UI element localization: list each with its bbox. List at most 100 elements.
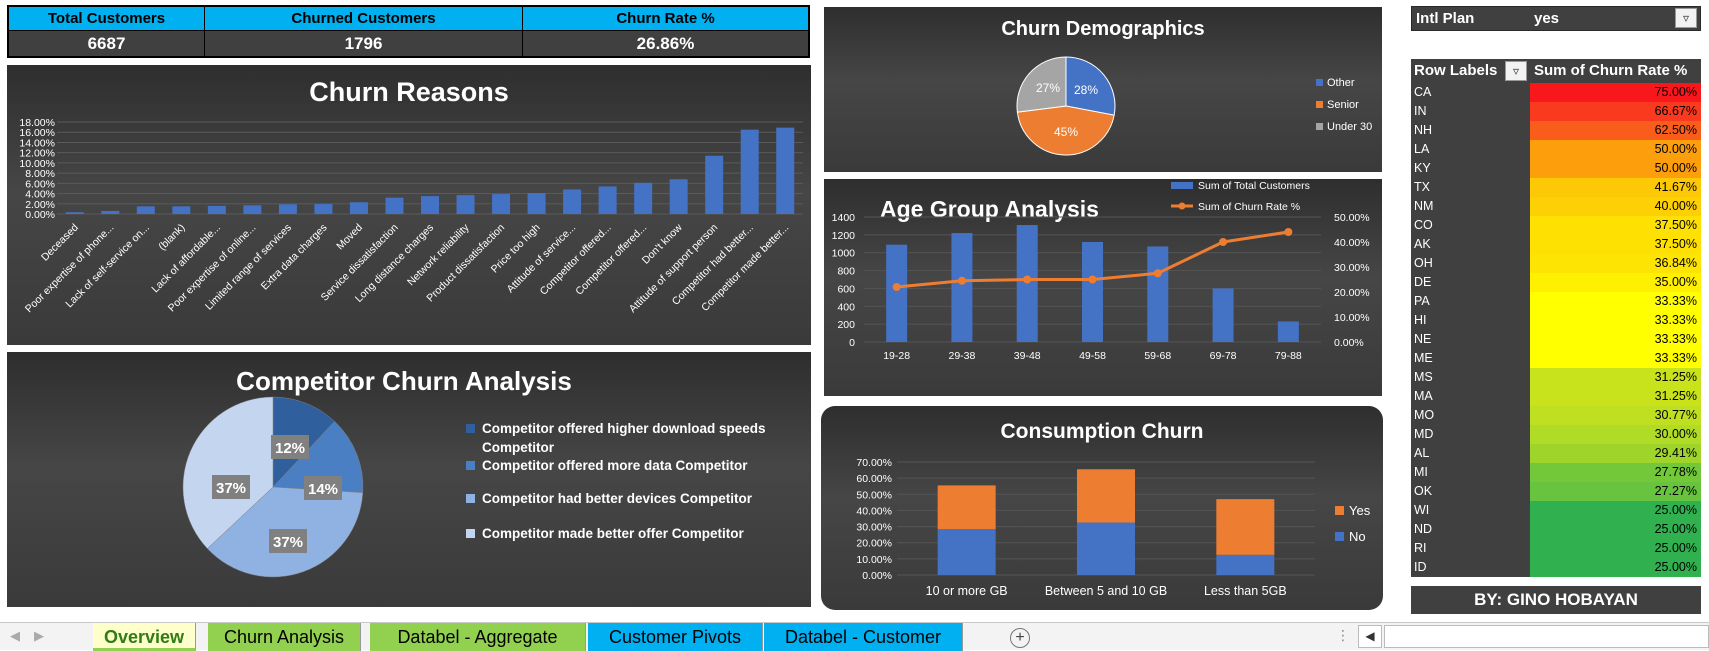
pivot-row-value: 36.84% bbox=[1530, 254, 1701, 273]
consumption-churn-plot: 0.00% 10.00% 20.00% 30.00% 40.00% 50.00% 60.00… bbox=[856, 457, 1371, 598]
pivot-row-label: NM bbox=[1411, 197, 1530, 216]
y-tick-label: 10.00% bbox=[19, 158, 55, 170]
pie-slice bbox=[1065, 56, 1116, 116]
y-tick-label: 14.00% bbox=[19, 137, 55, 149]
pivot-row-value: 66.67% bbox=[1530, 102, 1701, 121]
pivot-row: RI 25.00% bbox=[1411, 539, 1701, 558]
bar bbox=[776, 127, 795, 214]
pivot-row: ND 25.00% bbox=[1411, 520, 1701, 539]
y-tick-label: 70.00% bbox=[856, 457, 892, 469]
legend-swatch bbox=[466, 494, 475, 503]
line-point bbox=[1088, 275, 1097, 284]
churn-demographics-title: Churn Demographics bbox=[1001, 18, 1205, 40]
data-label-box bbox=[271, 435, 309, 459]
pivot-row-value: 25.00% bbox=[1530, 501, 1701, 520]
pivot-row: MA 31.25% bbox=[1411, 387, 1701, 406]
x-tick-label: Competitor offered... bbox=[573, 222, 649, 298]
pivot-row-label: TX bbox=[1411, 178, 1530, 197]
y-tick-label: 4.00% bbox=[25, 189, 55, 201]
x-tick-label: 79-88 bbox=[1275, 350, 1302, 362]
pivot-row-label: MA bbox=[1411, 387, 1530, 406]
pivot-row-label: IN bbox=[1411, 102, 1530, 121]
more-options-icon[interactable]: ⋮ bbox=[1336, 627, 1350, 643]
horizontal-scrollbar[interactable] bbox=[1384, 625, 1709, 648]
bar bbox=[136, 206, 155, 214]
data-label-box bbox=[304, 476, 342, 500]
y-tick-label: 12.00% bbox=[19, 148, 55, 160]
churn-demographics-chart[interactable]: Churn Demographics 28% 45% 27% Other Senior U… bbox=[824, 7, 1382, 172]
y-tick-label-right: 30.00% bbox=[1334, 262, 1370, 274]
churn-reasons-chart[interactable]: Churn Reasons 0.00% 2.00% 4.00% 6.00% 8.00% 1… bbox=[7, 65, 811, 345]
sheet-tab[interactable]: Databel - Customer bbox=[764, 623, 963, 651]
legend-label: Sum of Churn Rate % bbox=[1198, 201, 1300, 213]
y-tick-label-right: 50.00% bbox=[1334, 212, 1370, 224]
pivot-row-label: DE bbox=[1411, 273, 1530, 292]
stacked-bar-segment bbox=[1216, 499, 1275, 555]
scroll-left-icon[interactable]: ◀ bbox=[10, 628, 20, 643]
age-group-chart[interactable]: Age Group Analysis 0 200 400 600 800 1000 1200… bbox=[824, 179, 1382, 396]
pivot-row-label: ME bbox=[1411, 349, 1530, 368]
churn-rate-pivot-table: Row Labels ▿ Sum of Churn Rate % CA 75.00… bbox=[1411, 59, 1701, 577]
add-sheet-icon[interactable]: + bbox=[1010, 628, 1030, 648]
sheet-tab[interactable]: Churn Analysis bbox=[208, 623, 361, 651]
pivot-row: OH 36.84% bbox=[1411, 254, 1701, 273]
pivot-row-value: 33.33% bbox=[1530, 330, 1701, 349]
pivot-rows: CA 75.00% IN 66.67% NH 62.50% LA 50.00% KY 50.00%… bbox=[1411, 83, 1701, 577]
pivot-row-value: 31.25% bbox=[1530, 387, 1701, 406]
y-tick-label: 6.00% bbox=[25, 178, 55, 190]
data-label-box bbox=[212, 475, 250, 499]
churn-reasons-title: Churn Reasons bbox=[309, 77, 509, 107]
bar bbox=[456, 195, 475, 214]
bar bbox=[634, 182, 653, 214]
pivot-row: OK 27.27% bbox=[1411, 482, 1701, 501]
sheet-tab[interactable]: Customer Pivots bbox=[588, 623, 763, 651]
y-tick-label-left: 1400 bbox=[832, 212, 856, 224]
filter-icon[interactable]: ▿ bbox=[1505, 61, 1527, 81]
y-tick-label-left: 0 bbox=[849, 337, 855, 349]
hscroll-left-icon[interactable]: ◀ bbox=[1358, 625, 1382, 648]
stacked-bar-segment bbox=[1216, 554, 1275, 575]
pivot-row: NM 40.00% bbox=[1411, 197, 1701, 216]
y-tick-label: 2.00% bbox=[25, 199, 55, 211]
stacked-bar-segment bbox=[937, 485, 996, 529]
sheet-tab[interactable]: Overview bbox=[93, 623, 196, 651]
pivot-row-value: 25.00% bbox=[1530, 558, 1701, 577]
x-tick-label: Extra data charges bbox=[259, 222, 330, 293]
bar bbox=[314, 204, 333, 214]
pivot-row-value: 37.50% bbox=[1530, 216, 1701, 235]
slicer-value[interactable]: yes bbox=[1534, 10, 1560, 27]
intl-plan-slicer[interactable]: Intl Plan yes ▿ bbox=[1411, 6, 1701, 31]
pivot-row-label: NH bbox=[1411, 121, 1530, 140]
bar bbox=[421, 196, 439, 214]
y-tick-label-right: 10.00% bbox=[1334, 312, 1370, 324]
y-tick-label: 10.00% bbox=[856, 554, 892, 566]
y-tick-label-left: 200 bbox=[837, 319, 855, 331]
pivot-row-label: MI bbox=[1411, 463, 1530, 482]
y-tick-label-left: 600 bbox=[837, 283, 855, 295]
bar bbox=[705, 155, 724, 214]
pivot-row: IN 66.67% bbox=[1411, 102, 1701, 121]
y-tick-label: 8.00% bbox=[25, 168, 55, 180]
bar bbox=[65, 212, 84, 214]
pivot-row-label: MS bbox=[1411, 368, 1530, 387]
legend-label: Competitor made better offer Competitor bbox=[482, 526, 745, 541]
pivot-row: PA 33.33% bbox=[1411, 292, 1701, 311]
x-tick-label: Between 5 and 10 GB bbox=[1045, 584, 1167, 598]
pie-slice bbox=[182, 396, 274, 549]
competitor-churn-chart[interactable]: Competitor Churn Analysis 12% 14% 37% 37% Co… bbox=[7, 352, 811, 607]
data-label-box bbox=[269, 529, 307, 553]
bar bbox=[1082, 242, 1103, 342]
sheet-tab[interactable]: Databel - Aggregate bbox=[370, 623, 586, 651]
filter-icon[interactable]: ▿ bbox=[1675, 8, 1697, 28]
pivot-row: MI 27.78% bbox=[1411, 463, 1701, 482]
pie-data-label: 12% bbox=[275, 440, 305, 457]
bar bbox=[886, 244, 908, 342]
scroll-right-icon[interactable]: ▶ bbox=[34, 628, 44, 643]
consumption-churn-chart[interactable]: Consumption Churn 0.00% 10.00% 20.00% 30.00… bbox=[821, 406, 1383, 610]
y-tick-label: 18.00% bbox=[19, 117, 55, 129]
legend-label: Yes bbox=[1349, 503, 1371, 518]
stacked-bar-segment bbox=[937, 528, 996, 575]
legend-swatch bbox=[1335, 532, 1344, 541]
kpi-value-rate: 26.86% bbox=[636, 33, 695, 53]
pivot-row-value: 30.00% bbox=[1530, 425, 1701, 444]
